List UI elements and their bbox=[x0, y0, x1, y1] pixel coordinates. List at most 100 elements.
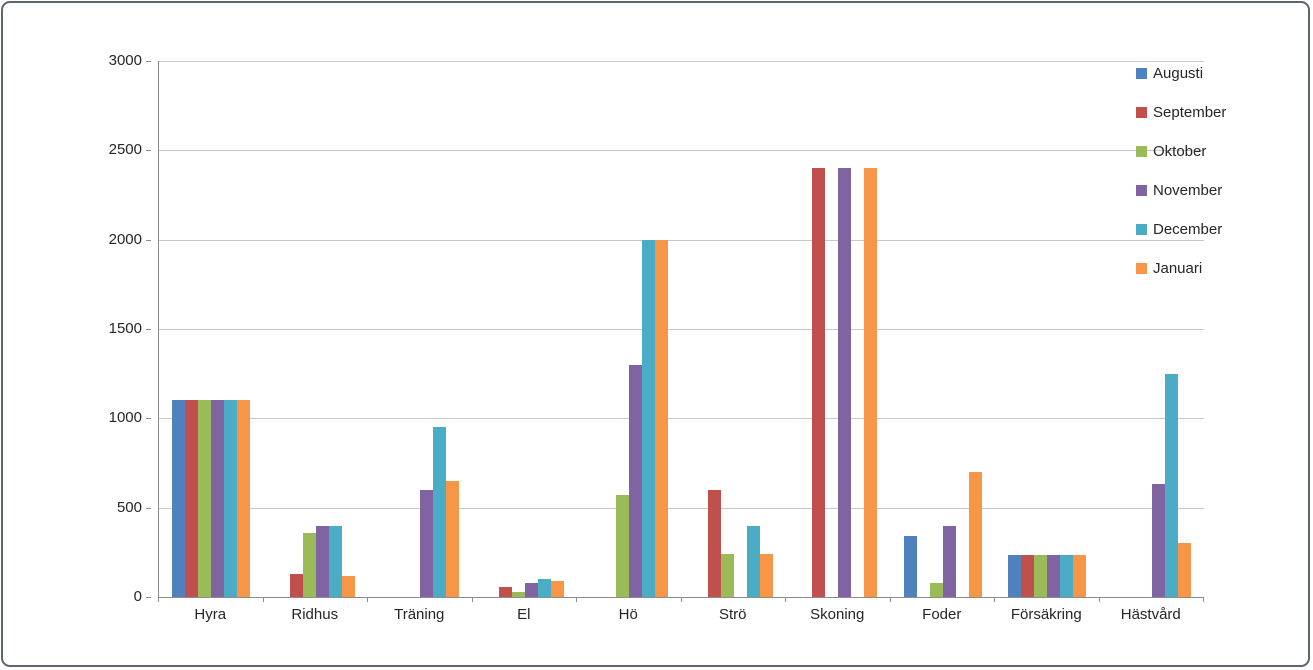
bar-oktober-foder bbox=[930, 583, 943, 597]
bar-januari-hö bbox=[655, 240, 668, 597]
plot-area bbox=[158, 61, 1204, 598]
y-tick-mark bbox=[146, 61, 151, 62]
y-tick-label-1000: 1000 bbox=[108, 409, 142, 427]
y-tick-mark bbox=[146, 329, 151, 330]
x-tick-mark bbox=[472, 597, 473, 602]
bar-september-strö bbox=[708, 490, 721, 597]
x-category-label-7: Skoning bbox=[810, 606, 865, 623]
y-tick-mark bbox=[146, 597, 151, 598]
legend-swatch-januari bbox=[1136, 262, 1147, 274]
legend-item-oktober: Oktober bbox=[1136, 142, 1226, 160]
x-category-label-4: El bbox=[517, 606, 531, 623]
bar-november-försäkring bbox=[1047, 555, 1060, 597]
bar-december-försäkring bbox=[1060, 555, 1073, 597]
bar-september-hyra bbox=[185, 400, 198, 597]
legend-item-december: December bbox=[1136, 220, 1226, 238]
bar-oktober-strö bbox=[721, 554, 734, 597]
y-tick-label-2500: 2500 bbox=[108, 141, 142, 159]
y-tick-label-2000: 2000 bbox=[108, 230, 142, 248]
bar-november-hästvård bbox=[1152, 484, 1165, 597]
bar-november-el bbox=[525, 583, 538, 597]
gridline-2500 bbox=[159, 150, 1204, 152]
x-tick-mark bbox=[890, 597, 891, 602]
bar-december-hyra bbox=[224, 400, 237, 597]
legend-swatch-november bbox=[1136, 184, 1147, 196]
x-category-label-8: Foder bbox=[922, 606, 962, 623]
legend-swatch-september bbox=[1136, 106, 1147, 118]
x-axis-labels: Hyra Ridhus Träning El Hö Strö Skoning Foder För… bbox=[158, 597, 1204, 630]
bar-september-skoning bbox=[812, 168, 825, 597]
legend: Augusti September Oktober November December J… bbox=[1136, 65, 1226, 299]
x-tick-mark bbox=[681, 597, 682, 602]
bar-september-ridhus bbox=[290, 574, 303, 597]
bar-januari-foder bbox=[969, 472, 982, 597]
y-axis-labels: 0 500 1000 1500 2000 2500 3000 bbox=[3, 52, 151, 605]
bar-november-träning bbox=[420, 490, 433, 597]
y-tick-label-1500: 1500 bbox=[108, 320, 142, 337]
legend-item-september: September bbox=[1136, 103, 1227, 121]
gridline-2000 bbox=[159, 239, 1204, 241]
bar-december-el bbox=[538, 579, 551, 597]
bar-december-träning bbox=[433, 427, 446, 597]
bar-augusti-försäkring bbox=[1008, 555, 1021, 597]
bar-januari-försäkring bbox=[1073, 555, 1086, 597]
bar-oktober-försäkring bbox=[1034, 555, 1047, 597]
legend-label-december: December bbox=[1153, 220, 1223, 238]
bar-september-el bbox=[499, 587, 512, 597]
bar-november-ridhus bbox=[316, 526, 329, 597]
x-category-label-1: Hyra bbox=[194, 606, 227, 623]
x-category-label-9: Försäkring bbox=[1010, 606, 1082, 623]
bar-oktober-hö bbox=[616, 495, 629, 597]
legend-swatch-oktober bbox=[1136, 145, 1147, 157]
y-tick-mark bbox=[146, 418, 151, 420]
x-category-label-3: Träning bbox=[394, 606, 445, 623]
x-category-label-5: Hö bbox=[618, 606, 638, 623]
legend-item-augusti: Augusti bbox=[1136, 64, 1226, 82]
y-tick-mark bbox=[146, 150, 151, 152]
bar-december-hästvård bbox=[1165, 374, 1178, 597]
bar-oktober-ridhus bbox=[303, 533, 316, 597]
y-tick-label-0: 0 bbox=[133, 588, 142, 605]
x-tick-mark bbox=[158, 597, 159, 602]
legend-label-september: September bbox=[1153, 103, 1227, 121]
legend-swatch-augusti bbox=[1136, 67, 1147, 79]
bar-oktober-el bbox=[512, 592, 525, 597]
bar-augusti-hyra bbox=[172, 400, 185, 597]
y-tick-mark bbox=[146, 239, 151, 241]
y-tick-mark bbox=[146, 507, 151, 509]
x-tick-mark bbox=[1099, 597, 1100, 602]
x-tick-mark bbox=[263, 597, 264, 602]
legend-item-november: November bbox=[1136, 181, 1226, 199]
bar-januari-hyra bbox=[237, 400, 250, 597]
x-tick-mark bbox=[367, 597, 368, 602]
bar-december-strö bbox=[747, 526, 760, 597]
bar-december-hö bbox=[642, 240, 655, 597]
gridline-1500 bbox=[159, 329, 1204, 330]
x-tick-mark bbox=[576, 597, 577, 602]
gridline-500 bbox=[159, 507, 1204, 509]
legend-label-november: November bbox=[1153, 181, 1223, 199]
x-category-label-2: Ridhus bbox=[291, 606, 339, 623]
bar-september-försäkring bbox=[1021, 555, 1034, 597]
bar-januari-hästvård bbox=[1178, 543, 1191, 597]
bar-augusti-foder bbox=[904, 536, 917, 597]
bar-januari-el bbox=[551, 581, 564, 597]
legend-label-augusti: Augusti bbox=[1153, 64, 1204, 82]
bar-januari-ridhus bbox=[342, 576, 355, 597]
legend-label-januari: Januari bbox=[1153, 259, 1203, 277]
x-category-label-10: Hästvård bbox=[1120, 606, 1181, 623]
y-tick-label-3000: 3000 bbox=[108, 52, 142, 69]
legend-swatch-december bbox=[1136, 223, 1147, 235]
bar-november-hyra bbox=[211, 400, 224, 597]
bar-januari-strö bbox=[760, 554, 773, 597]
bar-november-skoning bbox=[838, 168, 851, 597]
legend-label-oktober: Oktober bbox=[1153, 142, 1207, 160]
x-tick-mark bbox=[1203, 597, 1204, 602]
x-tick-mark bbox=[785, 597, 786, 602]
bar-november-foder bbox=[943, 526, 956, 597]
x-category-label-6: Strö bbox=[718, 606, 747, 623]
gridline-1000 bbox=[159, 418, 1204, 420]
bar-oktober-hyra bbox=[198, 400, 211, 597]
